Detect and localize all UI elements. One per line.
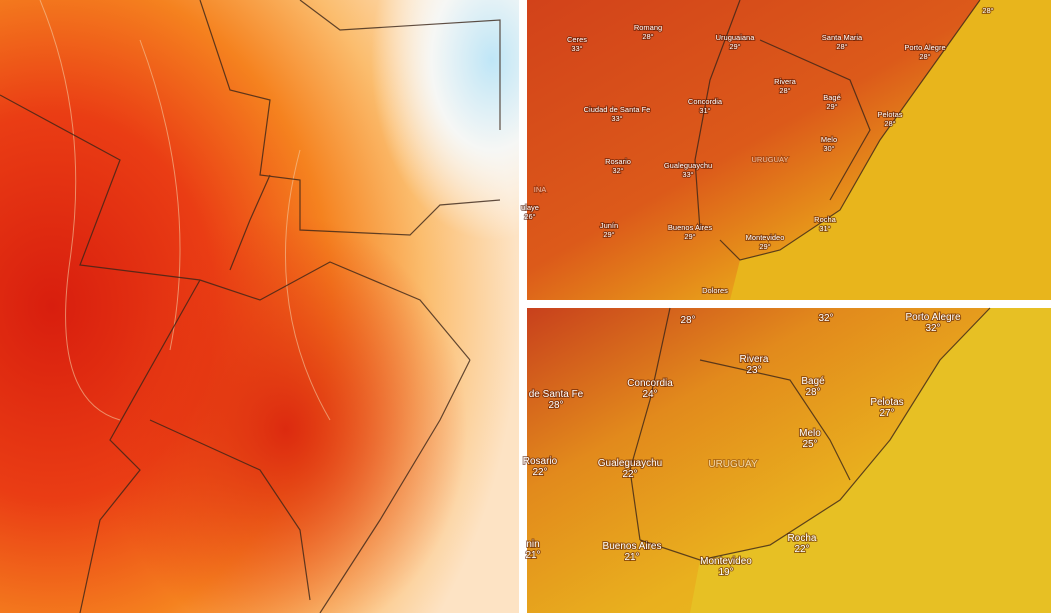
city-temp: 28° bbox=[548, 400, 563, 411]
country-label: INA bbox=[534, 185, 547, 194]
city-name: Gualeguaychu bbox=[598, 458, 663, 469]
city-temp: 28° bbox=[642, 32, 653, 41]
city-name: Rivera bbox=[774, 77, 797, 86]
city-temp: 22° bbox=[532, 467, 547, 478]
city-temp: 31° bbox=[819, 224, 830, 233]
country-label: URUGUAY bbox=[752, 155, 789, 164]
city-temp: 33° bbox=[611, 114, 622, 123]
city-temp: 28° bbox=[779, 86, 790, 95]
city-temp: 28° bbox=[919, 52, 930, 61]
city-name: Ciudad de Santa Fe bbox=[584, 105, 651, 114]
city-temp: 29° bbox=[826, 102, 837, 111]
city-name: Montevideo bbox=[700, 556, 752, 567]
city-temp: 33° bbox=[571, 44, 582, 53]
city-name: Buenos Aires bbox=[668, 223, 712, 232]
country-label: URUGUAY bbox=[708, 459, 758, 470]
city-name: nin bbox=[526, 539, 539, 550]
city-name: Rocha bbox=[788, 533, 817, 544]
city-name: de Santa Fe bbox=[529, 389, 584, 400]
city-temp: 33° bbox=[682, 170, 693, 179]
city-name: Ceres bbox=[567, 35, 587, 44]
city-name: Pelotas bbox=[870, 397, 903, 408]
city-name: Buenos Aires bbox=[603, 541, 662, 552]
city-temp: 26° bbox=[524, 212, 535, 221]
city-name: Rivera bbox=[740, 354, 769, 365]
city-name: Santa Maria bbox=[822, 33, 863, 42]
city-name: Concordia bbox=[688, 97, 723, 106]
city-name: Melo bbox=[821, 135, 837, 144]
city-temp: 22° bbox=[794, 544, 809, 555]
city-temp: 25° bbox=[802, 439, 817, 450]
city-name: Melo bbox=[799, 428, 821, 439]
top-right-panel bbox=[527, 0, 1051, 300]
city-temp: 28° bbox=[680, 315, 695, 326]
city-temp: 28° bbox=[836, 42, 847, 51]
city-temp: 23° bbox=[746, 365, 761, 376]
city-name: Junín bbox=[600, 221, 618, 230]
city-temp: 19° bbox=[718, 567, 733, 578]
bottom-right-panel bbox=[527, 307, 1051, 613]
city-name: Montevideo bbox=[746, 233, 785, 242]
city-name: Rosario bbox=[605, 157, 631, 166]
left-panel bbox=[0, 0, 519, 613]
city-temp: 21° bbox=[525, 550, 540, 561]
city-name: Porto Alegre bbox=[905, 312, 960, 323]
city-name: Bagé bbox=[823, 93, 841, 102]
city-temp: 32° bbox=[612, 166, 623, 175]
city-temp: 29° bbox=[603, 230, 614, 239]
city-name: Uruguaiana bbox=[716, 33, 756, 42]
city-temp: 22° bbox=[622, 469, 637, 480]
city-name: Gualeguaychu bbox=[664, 161, 712, 170]
city-temp: 29° bbox=[759, 242, 770, 251]
city-temp: 21° bbox=[624, 552, 639, 563]
city-temp: 29° bbox=[684, 232, 695, 241]
city-temp: 32° bbox=[925, 323, 940, 334]
city-temp: 29° bbox=[729, 42, 740, 51]
city-temp: 28° bbox=[884, 119, 895, 128]
city-temp: 31° bbox=[699, 106, 710, 115]
city-name: ulaye bbox=[521, 203, 539, 212]
city-temp: 24° bbox=[642, 389, 657, 400]
city-name: Rocha bbox=[814, 215, 837, 224]
city-temp: 32° bbox=[818, 313, 833, 324]
city-temp: 30° bbox=[823, 144, 834, 153]
city-name: Pelotas bbox=[877, 110, 902, 119]
city-temp: 27° bbox=[879, 408, 894, 419]
city-name: Rosario bbox=[523, 456, 558, 467]
city-temp: 28° bbox=[805, 387, 820, 398]
city-temp: 28° bbox=[982, 6, 993, 15]
city-name: Bagé bbox=[801, 376, 825, 387]
city-name: Romang bbox=[634, 23, 662, 32]
city-name: Porto Alegre bbox=[904, 43, 945, 52]
city-name: Concordia bbox=[627, 378, 673, 389]
city-name: Dolores bbox=[702, 286, 728, 295]
